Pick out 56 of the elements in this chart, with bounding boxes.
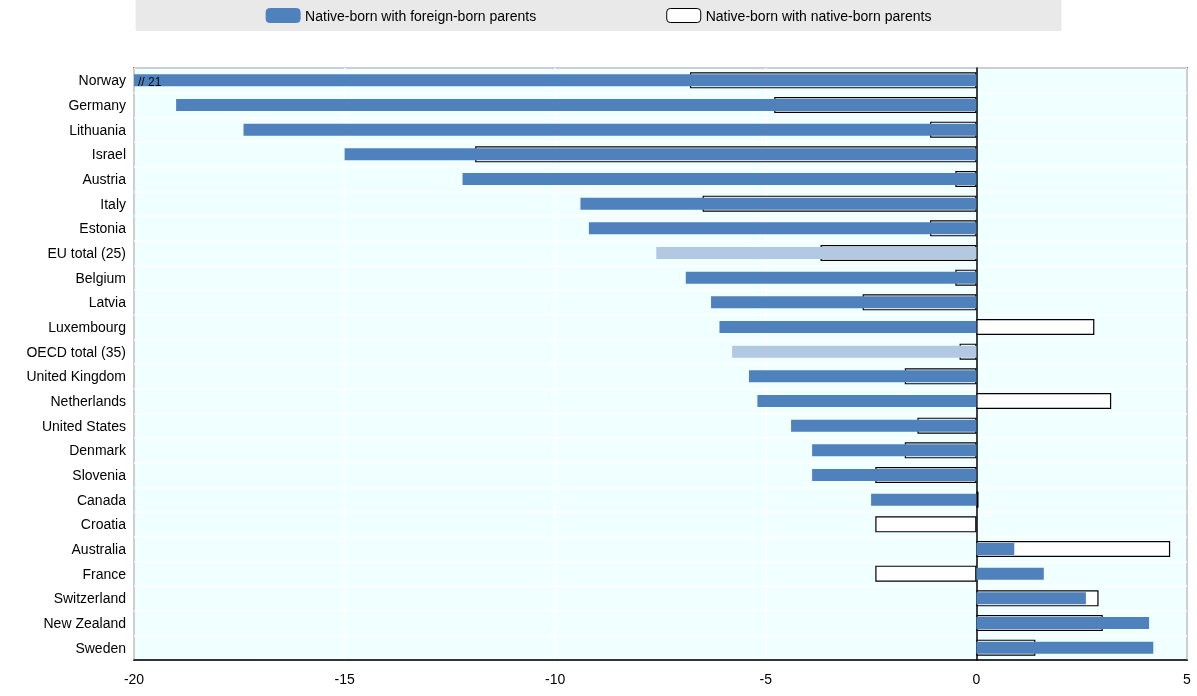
y-tick-label: Belgium [75,269,126,286]
y-tick-label: France [82,565,127,582]
y-tick-label: Canada [76,491,127,508]
y-tick-label: Netherlands [50,393,126,409]
y-tick-label: United States [41,417,126,434]
bar [871,493,977,506]
x-tick-label: 0 [972,671,981,687]
bar [976,617,1150,629]
y-tick-label: Germany [68,97,126,113]
bar [719,321,977,333]
y-tick-label: Denmark [69,442,127,459]
y-tick-label: Switzerland [53,590,126,607]
y-tick-label: Austria [82,171,127,187]
bar [976,567,1044,580]
bar [812,444,977,457]
bar [976,592,1086,605]
x-tick-label: -5 [759,671,773,687]
bar [134,74,977,87]
bar [711,296,977,309]
bar [462,173,977,185]
y-tick-label: Latvia [88,294,127,311]
x-tick-label: -15 [334,671,355,687]
y-tick-label: Italy [100,195,126,212]
bar [685,271,977,284]
bar [976,641,1154,654]
y-tick-label: Estonia [79,220,127,237]
bar [791,419,977,432]
bar [580,197,977,210]
legend-label: Native-born with native-born parents [705,7,932,24]
y-tick-label: Australia [71,541,127,557]
y-tick-label: OECD total (35) [26,343,126,360]
bar [344,148,977,161]
bar [732,345,977,358]
bar [976,543,1015,555]
y-tick-label: Sweden [75,639,126,656]
y-tick-label: Luxembourg [48,319,126,335]
legend-label: Native-born with foreign-born parents [305,7,537,24]
bar [656,247,977,259]
bar [588,222,977,235]
y-tick-label: Slovenia [72,467,127,483]
bar [748,370,977,383]
y-tick-label: EU total (25) [47,245,126,261]
y-tick-label: Croatia [80,516,127,533]
y-tick-label: New Zealand [43,615,126,631]
annotation: // 21 [138,75,162,90]
bar [243,123,977,136]
x-tick-label: 5 [1183,671,1192,687]
y-tick-label: Lithuania [69,121,127,138]
bar [757,395,977,407]
x-tick-label: -20 [123,671,145,687]
x-tick-label: -10 [545,671,566,687]
y-tick-label: Norway [78,72,126,89]
bar [812,469,977,481]
bar [176,99,977,111]
y-tick-label: Israel [91,146,126,163]
y-tick-label: United Kingdom [26,368,126,385]
